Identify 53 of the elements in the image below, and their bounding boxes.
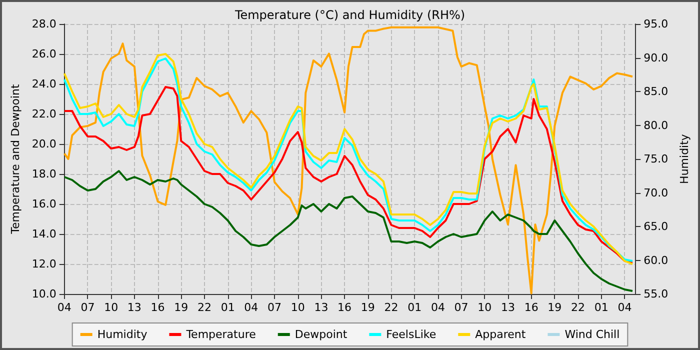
x-tick-label: 10 (290, 301, 305, 314)
x-tick-label: 10 (104, 301, 118, 314)
y2-tick-label: 95.0 (644, 18, 668, 30)
x-tick-label: 16 (150, 301, 165, 314)
x-tick-label: 16 (338, 301, 352, 314)
x-tick-label: 13 (500, 301, 515, 314)
y-tick-label: 26.0 (32, 48, 56, 60)
y2-tick-label: 60.0 (644, 254, 668, 267)
y-tick-label: 16.0 (32, 198, 56, 210)
x-tick-label: 16 (524, 301, 538, 314)
x-tick-label: 19 (174, 301, 188, 314)
y-tick-label: 10.0 (32, 288, 56, 300)
legend-label: Dewpoint (294, 328, 348, 341)
legend-label: FeelsLike (386, 328, 436, 341)
y2-axis-title: Humidity (678, 134, 691, 184)
x-tick-label: 04 (57, 301, 72, 314)
x-tick-label: 22 (571, 301, 586, 314)
legend-label: Temperature (185, 328, 256, 341)
y-tick-label: 28.0 (32, 18, 56, 30)
y-tick-label: 12.0 (32, 258, 56, 270)
x-tick-label: 07 (454, 301, 468, 314)
y-tick-label: 14.0 (32, 228, 56, 240)
y2-tick-label: 85.0 (644, 85, 668, 98)
x-tick-label: 07 (268, 301, 282, 314)
y-tick-label: 24.0 (32, 78, 56, 90)
y2-tick-label: 90.0 (644, 51, 668, 64)
legend-label: Apparent (475, 328, 526, 341)
x-tick-label: 10 (478, 301, 492, 314)
y-axis-title: Temperature and Dewpoint (9, 83, 22, 235)
x-tick-label: 22 (384, 301, 398, 314)
legend-label: Wind Chill (564, 328, 620, 341)
x-tick-label: 19 (360, 301, 375, 314)
legend-label: Humidity (97, 328, 148, 341)
y-tick-label: 18.0 (32, 168, 56, 180)
x-tick-label: 07 (80, 301, 95, 314)
x-tick-label: 22 (197, 301, 212, 314)
x-tick-label: 04 (618, 301, 632, 314)
x-tick-label: 01 (408, 301, 422, 314)
x-tick-label: 01 (594, 301, 608, 314)
x-tick-label: 13 (314, 301, 328, 314)
x-tick-label: 13 (127, 301, 142, 314)
y2-tick-label: 80.0 (644, 118, 668, 132)
chart-title: Temperature (°C) and Humidity (RH%) (234, 8, 466, 22)
y2-tick-label: 70.0 (644, 186, 668, 200)
y-tick-label: 22.0 (32, 108, 56, 120)
x-tick-label: 01 (220, 301, 235, 314)
x-tick-label: 04 (430, 301, 445, 314)
y2-tick-label: 65.0 (644, 220, 668, 233)
y2-tick-label: 55.0 (644, 288, 668, 300)
x-tick-label: 04 (244, 301, 258, 314)
x-tick-label: 19 (548, 301, 562, 314)
y-tick-label: 20.0 (32, 138, 56, 150)
y2-tick-label: 75.0 (644, 152, 668, 166)
